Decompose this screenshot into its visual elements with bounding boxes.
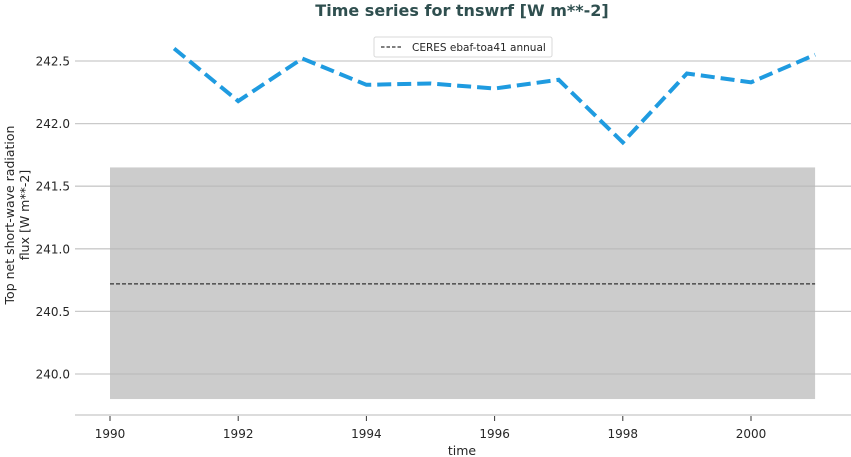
- y-axis-ticks: 240.0 240.5 241.0 241.5 242.0 242.5: [36, 55, 70, 382]
- legend-label: CERES ebaf-toa41 annual: [412, 42, 546, 54]
- y-tick-label: 241.0: [36, 242, 70, 256]
- y-tick-label: 242.5: [36, 55, 70, 69]
- model-time-series-line: [172, 46, 816, 146]
- x-tick-label: 1996: [479, 427, 510, 441]
- chart-title: Time series for tnswrf [W m**-2]: [315, 1, 608, 20]
- y-tick-label: 240.0: [36, 368, 70, 382]
- legend: CERES ebaf-toa41 annual: [373, 36, 553, 58]
- y-tick-label: 242.0: [36, 117, 70, 131]
- data-series: [172, 46, 816, 146]
- legend-box: [373, 36, 553, 58]
- y-axis-label: Top net short-wave radiation flux [W m**…: [2, 126, 32, 306]
- y-axis-label-line-1: Top net short-wave radiation: [2, 126, 17, 306]
- y-gridlines: [75, 60, 851, 375]
- x-tick-label: 1990: [95, 427, 126, 441]
- x-axis-label: time: [448, 443, 477, 457]
- x-tick-label: 1994: [351, 427, 382, 441]
- y-tick-label: 241.5: [36, 180, 70, 194]
- x-tick-label: 2000: [736, 427, 767, 441]
- x-axis-ticks: 1990 1992 1994 1996 1998 2000: [95, 416, 767, 441]
- y-axis-label-line-2: flux [W m**-2]: [17, 170, 32, 260]
- x-tick-label: 1992: [223, 427, 254, 441]
- plot-area: [75, 46, 851, 416]
- x-tick-label: 1998: [608, 427, 639, 441]
- y-tick-label: 240.5: [36, 305, 70, 319]
